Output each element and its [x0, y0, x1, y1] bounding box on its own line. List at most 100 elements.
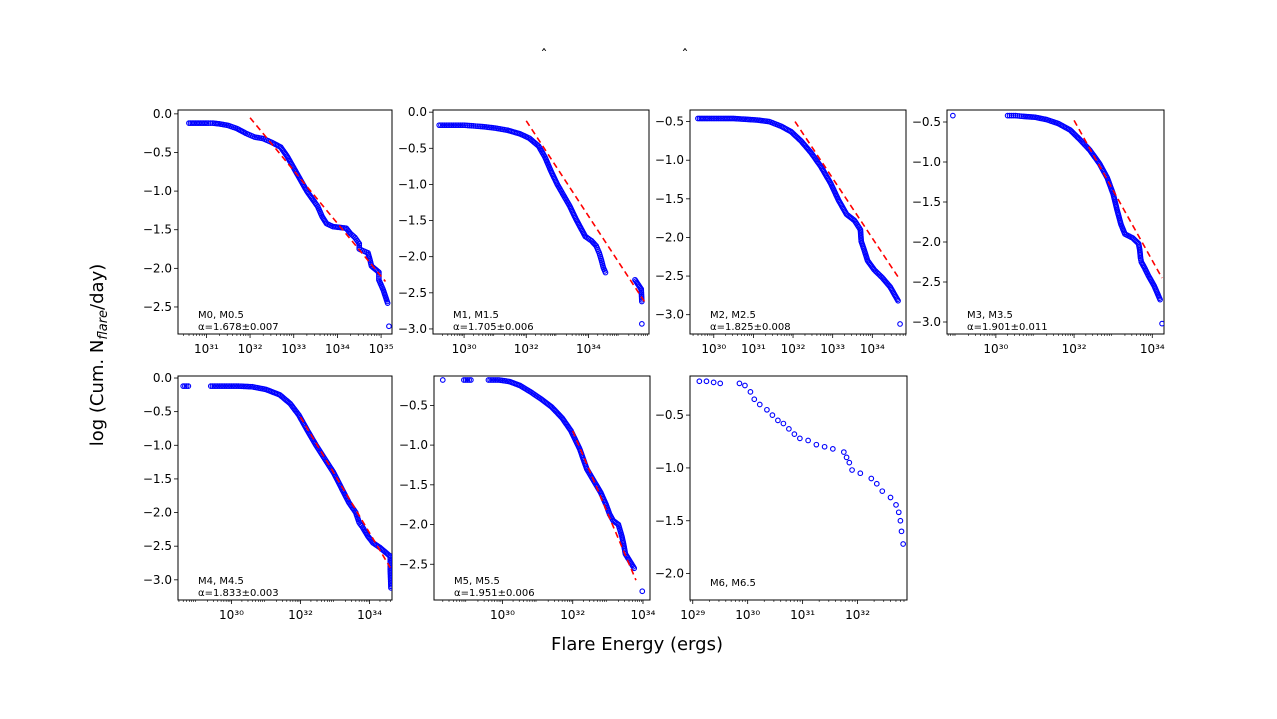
data-point [225, 383, 231, 389]
data-point [376, 275, 382, 281]
data-point [466, 122, 473, 129]
y-tick-label: −2.0 [912, 235, 941, 249]
y-tick-label: −2.5 [143, 539, 172, 553]
data-point [1012, 112, 1019, 119]
data-point [1016, 113, 1023, 119]
panel-0: 10³¹ 10³² 10³³ 10³⁴ 10³⁵ 0.0 −0.5 −1.0 −1.5 −2.0 −… [143, 107, 394, 356]
data-point [468, 122, 475, 129]
data-point [805, 437, 811, 444]
alpha-label: α=1.833±0.003 [198, 588, 279, 599]
y-tick-label: −2.0 [143, 506, 172, 520]
data-point [230, 383, 237, 389]
data-point [813, 441, 820, 448]
x-tick-label: 10³¹ [194, 342, 219, 356]
x-tick-label: 10³⁰ [701, 342, 726, 356]
data-point [717, 380, 724, 387]
data-point [492, 377, 499, 383]
y-tick-label: −0.5 [143, 145, 172, 159]
data-point [461, 377, 467, 383]
y-tick-label: −3.0 [398, 322, 427, 336]
data-point [775, 417, 781, 424]
data-point [846, 459, 853, 466]
data-point [474, 123, 480, 130]
plot-area [439, 377, 646, 595]
data-point [769, 412, 776, 418]
x-tick-label: 10³³ [820, 342, 845, 356]
plot-frame [177, 375, 393, 601]
x-tick-label: 10³⁴ [576, 342, 601, 356]
x-tick-label: 10³⁴ [1140, 342, 1165, 356]
panel-label: M5, M5.5 [454, 576, 500, 587]
panel-5: 10³⁰ 10³² 10³⁴ −0.5 −1.0 −1.5 −2.0 −2.5 M5, M5.5… [399, 375, 656, 622]
y-tick-label: −0.5 [143, 405, 172, 419]
x-tick-label: 10³⁰ [983, 342, 1008, 356]
data-point [387, 581, 392, 588]
x-tick-label: 10³⁴ [631, 608, 656, 622]
data-point [384, 300, 391, 306]
data-point [226, 383, 233, 389]
plot-area [950, 112, 1164, 327]
data-point [950, 112, 956, 119]
plot-area [436, 120, 646, 327]
data-point [949, 590, 954, 595]
data-point [1014, 112, 1021, 119]
x-tick-label: 10³⁴ [357, 608, 382, 622]
data-point [489, 377, 495, 383]
data-point [708, 115, 715, 122]
y-tick-label: −2.0 [655, 230, 684, 244]
data-point [459, 122, 466, 129]
y-tick-label: −0.5 [398, 141, 427, 155]
y-tick-label: −2.0 [655, 567, 684, 581]
plot-area [180, 383, 392, 591]
data-point [490, 377, 497, 383]
x-tick-label: 10²⁹ [680, 608, 705, 622]
power-law-fit-line [249, 117, 387, 282]
data-point [183, 383, 190, 389]
x-tick-label: 10³⁰ [219, 608, 244, 622]
data-point [715, 115, 722, 122]
data-point [821, 443, 828, 450]
y-tick-label: −1.5 [655, 514, 684, 528]
x-axis-title: Flare Energy (ergs) [551, 634, 723, 655]
data-point [470, 123, 477, 129]
title-caret-right: ˆ [682, 48, 689, 64]
data-point [447, 122, 453, 129]
data-point [897, 517, 904, 524]
data-point [703, 378, 710, 385]
panel-6: 10²⁹ 10³⁰ 10³¹ 10³² −0.5 −1.0 −1.5 −2.0 M6, M6.5 [655, 375, 954, 622]
data-point [857, 470, 864, 477]
x-tick-label: 10³⁰ [735, 608, 760, 622]
data-point [897, 321, 903, 327]
alpha-label: α=1.678±0.007 [198, 322, 279, 333]
power-law-fit-line [794, 121, 901, 281]
x-tick-label: 10³¹ [741, 342, 766, 356]
y-axis-title-main: log (Cum. N [87, 340, 108, 447]
data-point [455, 122, 462, 129]
data-point [873, 480, 880, 487]
data-point [843, 454, 850, 461]
data-point [374, 268, 381, 275]
data-point [445, 122, 451, 129]
data-point [207, 383, 214, 389]
x-tick-label: 10³⁴ [860, 342, 885, 356]
y-tick-label: −3.0 [143, 573, 172, 587]
y-tick-label: −1.0 [912, 155, 941, 169]
y-tick-label: −1.5 [143, 472, 172, 486]
y-tick-label: −2.5 [655, 269, 684, 283]
data-point [218, 383, 224, 389]
y-tick-label: −1.0 [143, 184, 172, 198]
data-point [386, 323, 392, 330]
data-point [1004, 112, 1011, 119]
x-tick-label: 10³² [238, 342, 263, 356]
plot-area [695, 115, 903, 327]
title-caret-left: ˆ [541, 48, 548, 64]
data-point [786, 425, 792, 432]
data-point [900, 541, 907, 547]
data-point [182, 383, 188, 389]
data-point [710, 379, 717, 386]
y-tick-label: −0.5 [399, 398, 428, 412]
data-point [228, 383, 235, 389]
data-point [376, 271, 382, 277]
data-point [1018, 113, 1025, 120]
